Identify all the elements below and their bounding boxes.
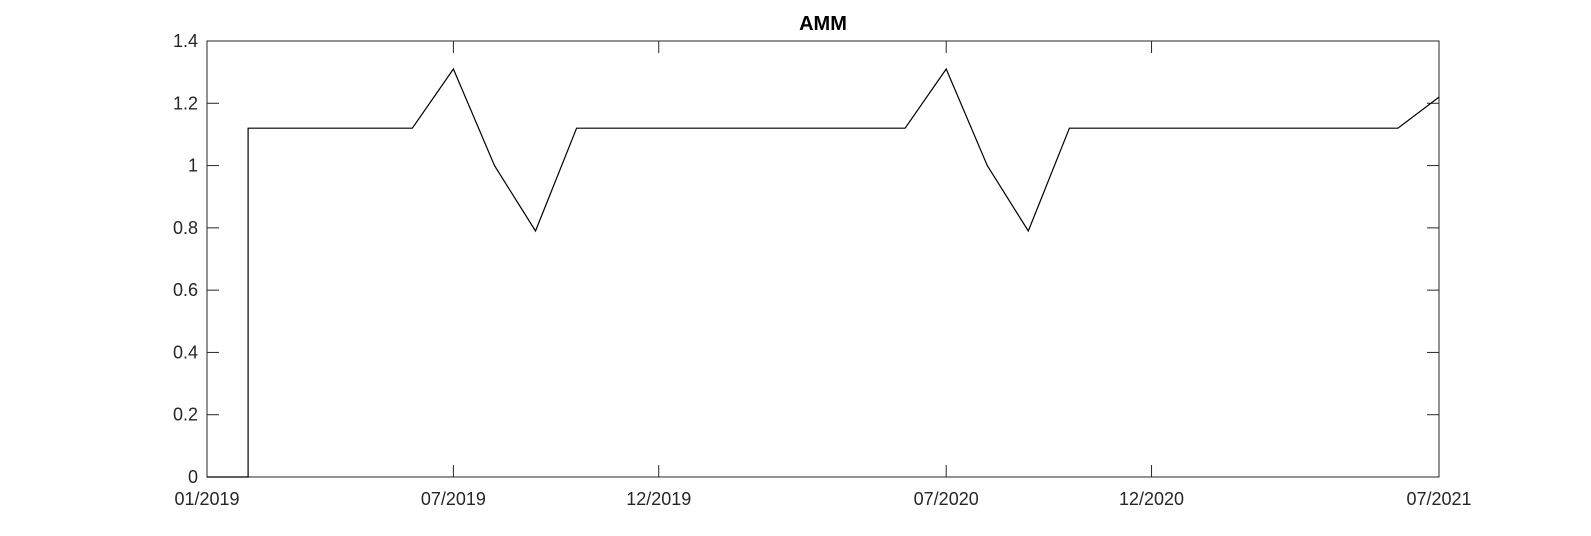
y-tick-label: 0 bbox=[188, 467, 198, 487]
y-tick-label: 0.6 bbox=[173, 280, 198, 300]
y-tick-label: 1.4 bbox=[173, 31, 198, 51]
x-tick-label: 12/2019 bbox=[626, 489, 691, 509]
y-axis: 0 0.2 0.4 0.6 0.8 1 1.2 1.4 bbox=[173, 31, 1439, 487]
x-tick-label: 07/2020 bbox=[914, 489, 979, 509]
x-tick-label: 07/2021 bbox=[1406, 489, 1471, 509]
x-axis: 01/2019 07/2019 12/2019 07/2020 12/2020 07/20… bbox=[174, 41, 1472, 509]
y-tick-label: 1.2 bbox=[173, 93, 198, 113]
amm-series-line bbox=[207, 67, 1440, 478]
x-tick-label: 12/2020 bbox=[1119, 489, 1184, 509]
chart-title: AMM bbox=[799, 13, 847, 35]
y-tick-label: 0.8 bbox=[173, 218, 198, 238]
y-tick-label: 0.2 bbox=[173, 405, 198, 425]
x-tick-label: 07/2019 bbox=[421, 489, 486, 509]
plot-area bbox=[206, 40, 1440, 478]
y-tick-label: 0.4 bbox=[173, 342, 198, 362]
x-tick-label: 01/2019 bbox=[174, 489, 239, 509]
y-tick-label: 1 bbox=[188, 156, 198, 176]
